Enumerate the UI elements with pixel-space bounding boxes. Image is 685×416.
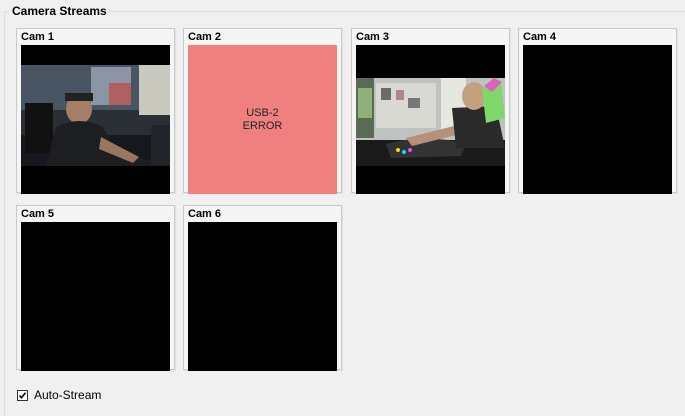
camera-tile-3[interactable]: Cam 3 — [351, 28, 510, 194]
camera-label: Cam 6 — [188, 208, 222, 220]
auto-stream-checkbox[interactable]: Auto-Stream — [17, 388, 101, 402]
checkbox-icon[interactable] — [17, 389, 28, 401]
camera-tile-2[interactable]: Cam 2 USB-2 ERROR — [183, 28, 342, 194]
camera-image-3 — [356, 78, 505, 166]
camera-error-text: USB-2 ERROR — [242, 106, 283, 132]
camera-label: Cam 2 — [188, 31, 222, 43]
camera-feed-2-error[interactable]: USB-2 ERROR — [188, 45, 337, 194]
camera-tile-4[interactable]: Cam 4 — [518, 28, 677, 194]
camera-label: Cam 1 — [21, 31, 55, 43]
camera-tile-5[interactable]: Cam 5 — [16, 205, 175, 371]
camera-feed-5[interactable] — [21, 222, 170, 371]
camera-label: Cam 5 — [21, 208, 55, 220]
camera-feed-1[interactable] — [21, 45, 170, 194]
camera-label: Cam 4 — [523, 31, 557, 43]
camera-streams-group — [4, 11, 685, 416]
camera-image-1 — [21, 65, 170, 166]
camera-tile-1[interactable]: Cam 1 — [16, 28, 175, 194]
camera-feed-3[interactable] — [356, 45, 505, 194]
camera-feed-6[interactable] — [188, 222, 337, 371]
checkmark-icon — [18, 391, 27, 399]
camera-feed-4[interactable] — [523, 45, 672, 194]
auto-stream-label: Auto-Stream — [34, 388, 102, 402]
camera-tile-6[interactable]: Cam 6 — [183, 205, 342, 371]
camera-label: Cam 3 — [356, 31, 390, 43]
group-title: Camera Streams — [10, 3, 109, 19]
